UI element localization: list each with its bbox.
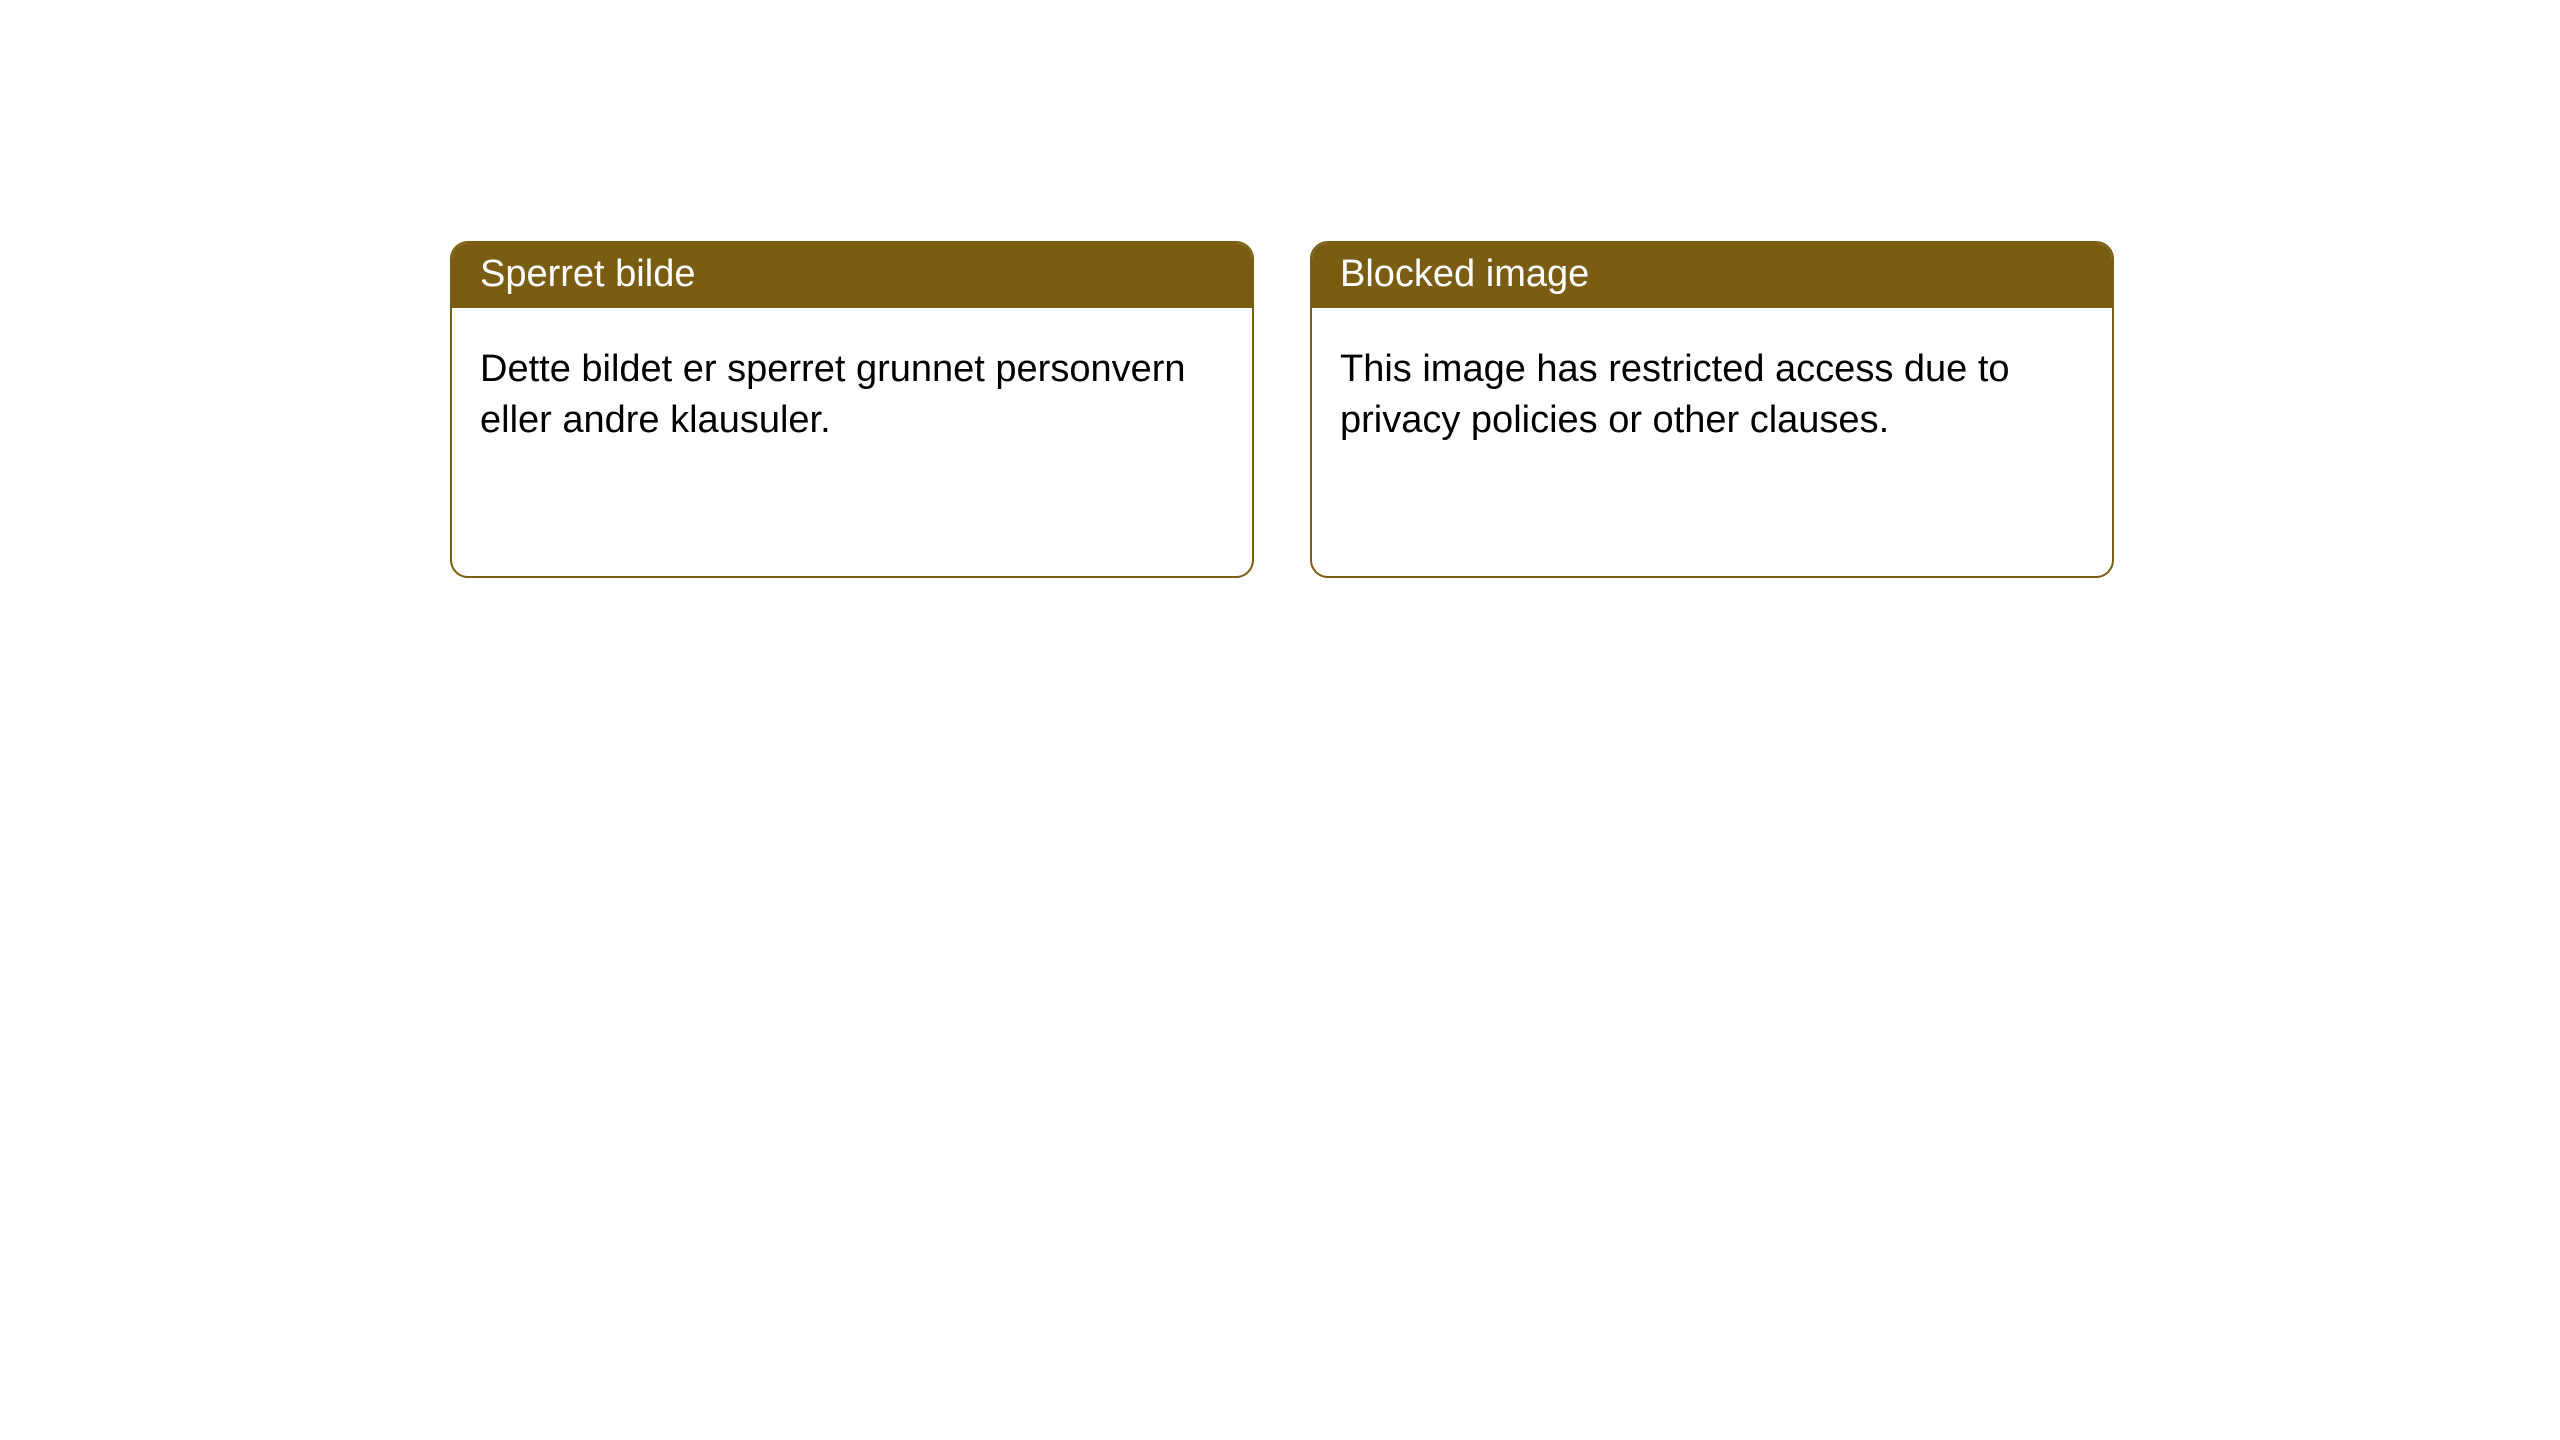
card-title-no: Sperret bilde bbox=[480, 253, 695, 295]
card-body-en: This image has restricted access due to … bbox=[1312, 308, 2112, 483]
card-title-en: Blocked image bbox=[1340, 253, 1589, 295]
card-body-text-en: This image has restricted access due to … bbox=[1340, 348, 2010, 441]
card-header-no: Sperret bilde bbox=[452, 243, 1252, 308]
card-header-en: Blocked image bbox=[1312, 243, 2112, 308]
card-body-no: Dette bildet er sperret grunnet personve… bbox=[452, 308, 1252, 483]
blocked-image-card-en: Blocked image This image has restricted … bbox=[1310, 241, 2114, 578]
blocked-image-card-no: Sperret bilde Dette bildet er sperret gr… bbox=[450, 241, 1254, 578]
card-body-text-no: Dette bildet er sperret grunnet personve… bbox=[480, 348, 1186, 441]
cards-container: Sperret bilde Dette bildet er sperret gr… bbox=[0, 0, 2560, 578]
